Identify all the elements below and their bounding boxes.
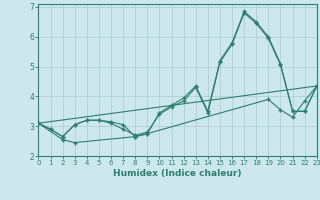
X-axis label: Humidex (Indice chaleur): Humidex (Indice chaleur) bbox=[113, 169, 242, 178]
